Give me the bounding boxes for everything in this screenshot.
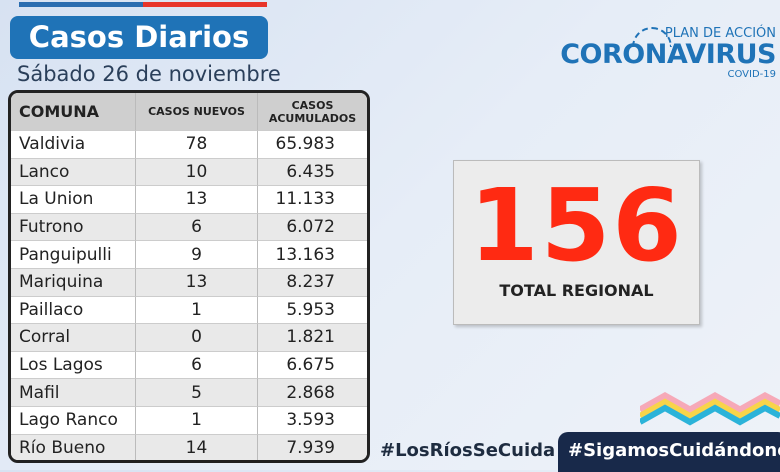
table-row: Panguipulli 9 13.163 [11, 241, 367, 269]
casos-nuevos-cell: 10 [136, 158, 258, 187]
comuna-cell: Futrono [11, 213, 136, 242]
hashtag-sigamos: #SigamosCuidándonos [558, 432, 780, 472]
comuna-cell: Lago Ranco [11, 406, 136, 435]
casos-acumulados-cell: 11.133 [258, 186, 367, 214]
table-row: Futrono 6 6.072 [11, 213, 367, 242]
header-comuna: COMUNA [11, 93, 136, 131]
header-casos-nuevos: CASOS NUEVOS [136, 93, 258, 131]
table-row: Paillaco 1 5.953 [11, 296, 367, 325]
comuna-cell: Mariquina [11, 268, 136, 297]
comuna-cell: Los Lagos [11, 351, 136, 380]
casos-nuevos-cell: 13 [136, 268, 258, 297]
hashtag-losrios: #LosRíosSeCuida [380, 440, 556, 461]
table-row: Corral 0 1.821 [11, 324, 367, 352]
comuna-cell: Valdivia [11, 131, 136, 159]
total-box: 156 TOTAL REGIONAL [453, 160, 700, 325]
casos-acumulados-cell: 2.868 [258, 379, 367, 407]
comuna-cell: La Union [11, 186, 136, 214]
top-color-bar [19, 2, 267, 7]
table-row: La Union 13 11.133 [11, 186, 367, 214]
casos-acumulados-cell: 3.593 [258, 407, 367, 435]
total-value: 156 [469, 167, 684, 284]
table-row: Lago Ranco 1 3.593 [11, 406, 367, 435]
casos-acumulados-cell: 7.939 [258, 435, 367, 460]
coronavirus-logo: PLAN DE ACCIÓN CORONAVIRUS COVID-19 [560, 26, 776, 80]
casos-acumulados-cell: 1.821 [258, 324, 367, 352]
comuna-cell: Paillaco [11, 296, 136, 325]
zigzag-decoration-icon [640, 391, 780, 426]
comuna-cell: Panguipulli [11, 241, 136, 269]
casos-nuevos-cell: 78 [136, 131, 258, 159]
comuna-cell: Río Bueno [11, 434, 136, 460]
table-row: Los Lagos 6 6.675 [11, 351, 367, 380]
cases-table: COMUNA CASOS NUEVOS CASOS ACUMULADOS Val… [8, 90, 370, 463]
table-row: Mafil 5 2.868 [11, 379, 367, 407]
table-row: Río Bueno 14 7.939 [11, 434, 367, 460]
header-casos-acumulados: CASOS ACUMULADOS [258, 93, 367, 131]
date-label: Sábado 26 de noviembre [17, 62, 281, 86]
logo-sub: COVID-19 [727, 69, 776, 80]
page-title: Casos Diarios [10, 16, 268, 59]
table-row: Mariquina 13 8.237 [11, 268, 367, 297]
casos-acumulados-cell: 65.983 [258, 131, 367, 159]
casos-acumulados-cell: 6.435 [258, 159, 367, 187]
casos-nuevos-cell: 1 [136, 296, 258, 325]
comuna-cell: Lanco [11, 158, 136, 187]
table-row: Lanco 10 6.435 [11, 158, 367, 187]
casos-acumulados-cell: 6.072 [258, 214, 367, 242]
casos-nuevos-cell: 5 [136, 379, 258, 407]
casos-nuevos-cell: 0 [136, 324, 258, 352]
casos-nuevos-cell: 14 [136, 434, 258, 460]
casos-acumulados-cell: 8.237 [258, 269, 367, 297]
casos-nuevos-cell: 13 [136, 186, 258, 214]
total-label: TOTAL REGIONAL [499, 281, 654, 300]
casos-acumulados-cell: 13.163 [258, 241, 367, 269]
table-row: Valdivia 78 65.983 [11, 131, 367, 159]
comuna-cell: Mafil [11, 379, 136, 407]
casos-nuevos-cell: 6 [136, 213, 258, 242]
casos-acumulados-cell: 5.953 [258, 297, 367, 325]
comuna-cell: Corral [11, 324, 136, 352]
casos-nuevos-cell: 6 [136, 351, 258, 380]
casos-nuevos-cell: 9 [136, 241, 258, 269]
logo-plan: PLAN DE ACCIÓN [664, 26, 776, 41]
table-header: COMUNA CASOS NUEVOS CASOS ACUMULADOS [11, 93, 367, 131]
casos-nuevos-cell: 1 [136, 406, 258, 435]
logo-name: CORONAVIRUS [560, 39, 776, 70]
casos-acumulados-cell: 6.675 [258, 352, 367, 380]
